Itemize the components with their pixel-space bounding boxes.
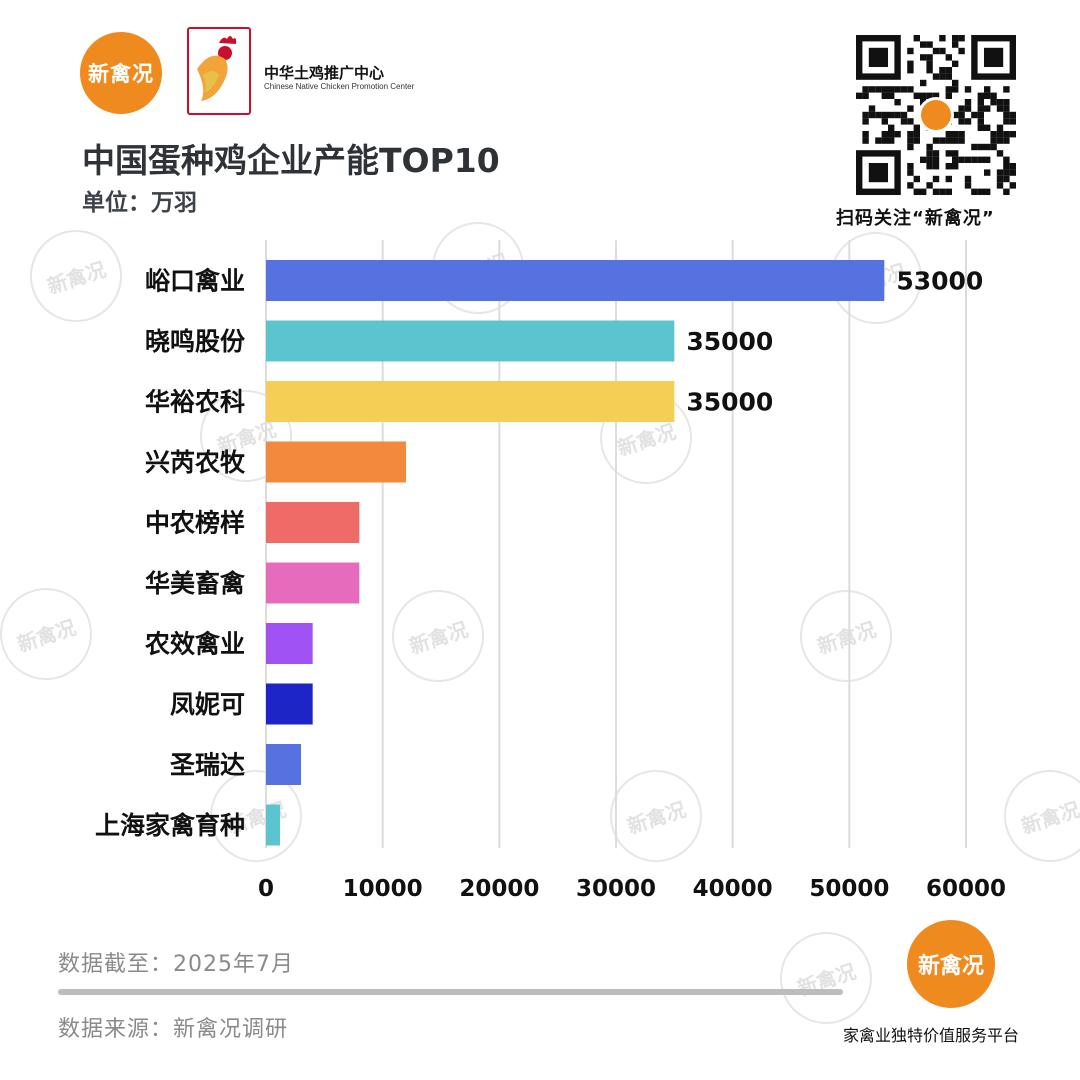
bar <box>266 441 406 483</box>
category-label: 中农榜样 <box>145 509 245 538</box>
x-tick-label: 10000 <box>343 876 423 902</box>
category-label: 峪口禽业 <box>145 267 245 296</box>
data-date-note: 数据截至：2025年7月 <box>58 952 294 977</box>
footer-divider <box>58 989 843 995</box>
chart-unit: 单位：万羽 <box>82 190 197 216</box>
x-tick-label: 20000 <box>459 876 539 902</box>
bar <box>266 623 313 664</box>
bar <box>266 381 675 422</box>
category-label: 凤妮可 <box>170 690 245 719</box>
x-tick-label: 0 <box>258 876 274 902</box>
bar <box>266 502 360 543</box>
brand-logo-text: 新禽况 <box>88 62 154 86</box>
bar <box>266 683 313 725</box>
bar <box>266 260 885 301</box>
bar <box>266 562 360 604</box>
qr-code[interactable] <box>856 35 1016 195</box>
data-label: 35000 <box>686 327 773 356</box>
x-tick-label: 60000 <box>926 876 1006 902</box>
category-label: 晓鸣股份 <box>145 327 245 356</box>
x-tick-label: 50000 <box>809 876 889 902</box>
footer-brand-logo-text: 新禽况 <box>917 954 984 979</box>
data-label: 35000 <box>686 388 773 417</box>
data-label: 53000 <box>896 267 983 296</box>
data-source-note: 数据来源：新禽况调研 <box>58 1017 289 1042</box>
chart-title: 中国蛋种鸡企业产能TOP10 <box>82 141 500 180</box>
x-tick-label: 30000 <box>576 876 656 902</box>
category-label: 华裕农科 <box>145 388 245 417</box>
category-label: 圣瑞达 <box>170 751 245 780</box>
category-label: 农效禽业 <box>144 630 245 659</box>
x-tick-label: 40000 <box>693 876 773 902</box>
bar <box>266 744 301 785</box>
category-label: 上海家禽育种 <box>95 811 245 840</box>
bar <box>266 320 675 362</box>
org-name: 中华土鸡推广中心 <box>264 64 385 82</box>
category-label: 华美畜禽 <box>145 569 246 598</box>
rooster-logo-icon <box>187 27 251 115</box>
qr-caption: 扫码关注“新禽况” <box>836 208 995 229</box>
org-name-en: Chinese Native Chicken Promotion Center <box>264 82 415 91</box>
bar <box>266 804 280 846</box>
brand-slogan: 家禽业独特价值服务平台 <box>843 1026 1020 1045</box>
brand-logo: 新禽况 <box>80 32 162 114</box>
footer-brand-logo: 新禽况 <box>907 920 995 1008</box>
category-label: 兴芮农牧 <box>145 448 246 477</box>
